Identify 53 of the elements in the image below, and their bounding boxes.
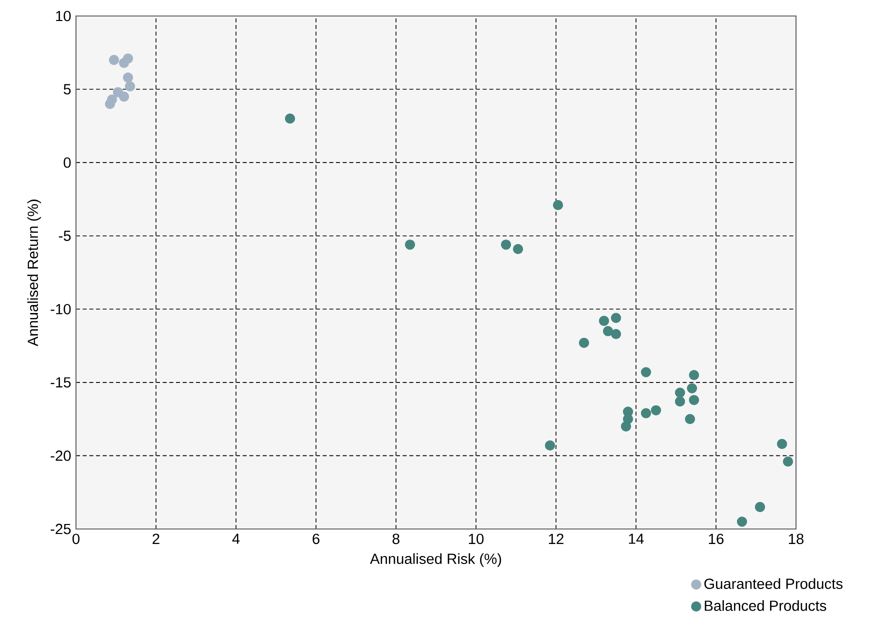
point <box>602 326 614 336</box>
point <box>500 240 512 250</box>
point <box>754 502 766 512</box>
point <box>610 328 622 340</box>
point <box>598 316 610 326</box>
x-tick-label: 16 <box>708 534 724 544</box>
point <box>650 405 662 416</box>
legend-label: Balanced Products <box>704 600 826 611</box>
y-tick-label: 5 <box>64 84 71 94</box>
point <box>544 440 556 451</box>
point <box>610 312 622 323</box>
point <box>620 421 632 432</box>
x-axis-title: Annualised Risk (%) <box>370 553 502 567</box>
x-tick-label: 2 <box>152 534 160 544</box>
point <box>118 92 130 102</box>
point <box>688 370 700 380</box>
point <box>512 244 524 254</box>
point <box>674 396 686 407</box>
point <box>684 414 696 424</box>
legend-label: Guaranteed Products <box>704 578 842 589</box>
x-tick-label: 18 <box>788 534 804 544</box>
point <box>674 388 686 398</box>
x-tick-label: 6 <box>312 534 320 544</box>
point <box>552 200 564 210</box>
point <box>640 408 652 418</box>
point <box>284 114 296 124</box>
point <box>782 456 794 467</box>
x-tick-label: 10 <box>468 534 484 544</box>
x-tick-label: 8 <box>392 534 400 544</box>
point <box>736 516 748 527</box>
point <box>108 54 120 66</box>
point <box>688 394 700 406</box>
point <box>578 338 590 348</box>
y-tick-label: -5 <box>58 230 71 241</box>
point <box>122 72 134 83</box>
point <box>640 367 652 378</box>
point <box>686 383 698 394</box>
point <box>122 53 134 64</box>
point <box>776 438 788 450</box>
point <box>124 81 136 92</box>
y-tick-label: -10 <box>50 304 71 314</box>
y-axis-title: Annualised Return (%) <box>27 200 41 346</box>
y-tick-label: -20 <box>50 450 71 461</box>
x-tick-label: 14 <box>628 534 644 544</box>
y-tick-label: -25 <box>50 524 71 534</box>
point <box>404 240 416 250</box>
y-tick-label: 0 <box>64 157 71 168</box>
x-tick-label: 12 <box>548 534 564 544</box>
y-tick-label: 10 <box>56 10 71 22</box>
point <box>104 98 116 110</box>
y-tick-label: -15 <box>50 377 71 388</box>
x-tick-label: 0 <box>72 534 80 544</box>
x-tick-label: 4 <box>232 534 240 544</box>
